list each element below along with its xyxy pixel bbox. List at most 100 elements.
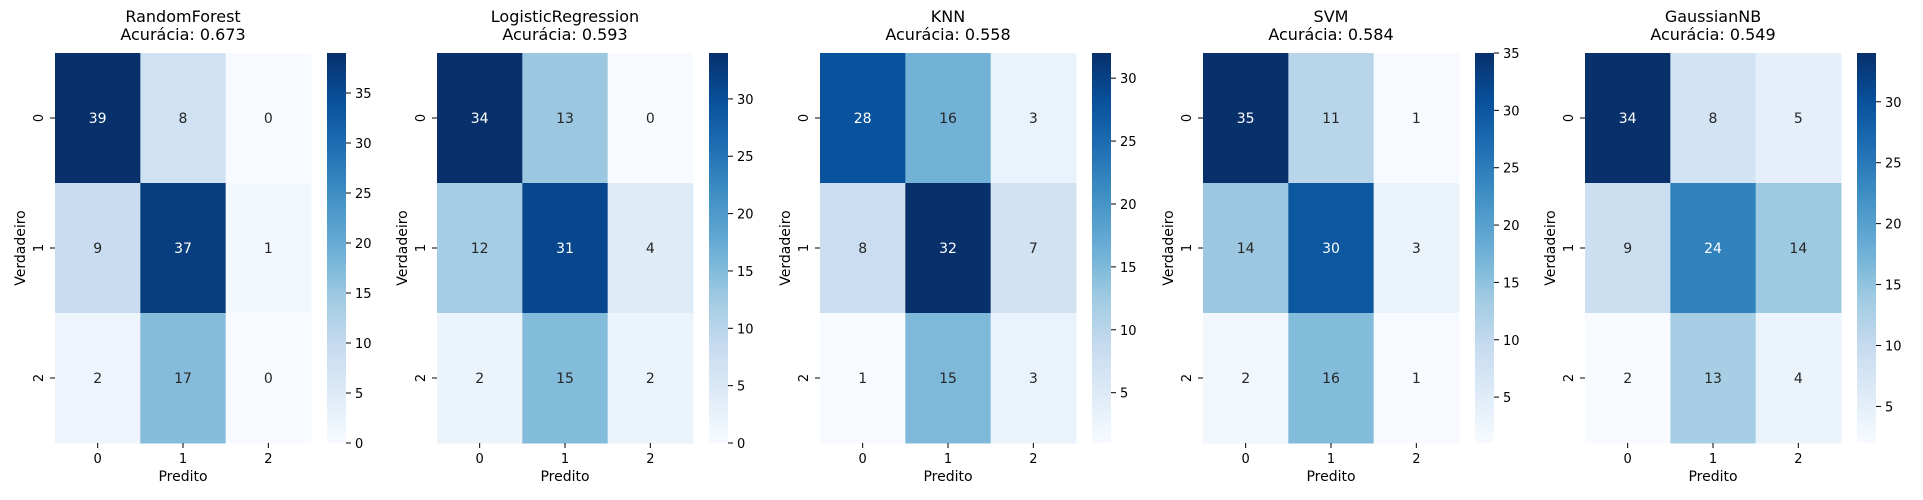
colorbar-tick-label: 35 xyxy=(355,87,372,102)
chart-subtitle: Acurácia: 0.673 xyxy=(120,25,245,44)
colorbar xyxy=(709,53,728,443)
heatmap-cell xyxy=(225,313,312,444)
x-tick-label: 2 xyxy=(264,452,272,467)
cell-value-label: 14 xyxy=(1789,241,1807,257)
x-axis-label: Predito xyxy=(158,469,207,485)
cell-value-label: 3 xyxy=(1029,371,1038,387)
cell-value-label: 37 xyxy=(174,241,192,257)
chart-subtitle: Acurácia: 0.593 xyxy=(502,25,627,44)
heatmap-cell xyxy=(140,313,227,444)
cell-value-label: 34 xyxy=(1619,111,1637,127)
colorbar xyxy=(327,53,346,443)
chart-subtitle: Acurácia: 0.584 xyxy=(1268,25,1393,44)
colorbar-tick-label: 15 xyxy=(1503,276,1520,291)
chart-subtitle: Acurácia: 0.549 xyxy=(1650,25,1775,44)
heatmap-cell xyxy=(607,53,694,184)
cell-value-label: 0 xyxy=(264,371,273,387)
x-axis-label: Predito xyxy=(540,469,589,485)
heatmap-cell xyxy=(140,183,227,314)
colorbar-tick-label: 15 xyxy=(737,265,754,280)
x-axis-label: Predito xyxy=(1306,469,1355,485)
colorbar-tick-label: 30 xyxy=(1503,104,1520,119)
cell-value-label: 7 xyxy=(1029,241,1038,257)
heatmap-cell xyxy=(1288,53,1375,184)
colorbar-tick-label: 30 xyxy=(737,93,754,108)
cell-value-label: 39 xyxy=(89,111,107,127)
heatmap-cell xyxy=(990,313,1077,444)
colorbar-tick-label: 25 xyxy=(1503,162,1520,177)
x-tick-label: 0 xyxy=(859,452,867,467)
y-tick-label: 0 xyxy=(1180,114,1195,122)
x-tick-label: 2 xyxy=(1029,452,1037,467)
heatmap-cell xyxy=(1755,313,1842,444)
colorbar-tick-label: 20 xyxy=(1885,218,1902,233)
y-tick-label: 0 xyxy=(414,114,429,122)
cell-value-label: 0 xyxy=(646,111,655,127)
cell-value-label: 24 xyxy=(1704,241,1722,257)
heatmap-cell xyxy=(905,183,992,314)
colorbar-tick-label: 10 xyxy=(737,322,754,337)
cell-value-label: 16 xyxy=(939,111,957,127)
y-tick-label: 1 xyxy=(1180,244,1195,252)
colorbar-tick-label: 30 xyxy=(1885,96,1902,111)
colorbar-tick-label: 5 xyxy=(1885,400,1893,415)
cell-value-label: 34 xyxy=(471,111,489,127)
x-tick-label: 2 xyxy=(646,452,654,467)
cell-value-label: 1 xyxy=(1412,371,1421,387)
cell-value-label: 15 xyxy=(556,371,574,387)
colorbar-tick-label: 10 xyxy=(1120,324,1137,339)
colorbar-tick-label: 20 xyxy=(1503,219,1520,234)
cell-value-label: 12 xyxy=(471,241,489,257)
y-tick-label: 0 xyxy=(797,114,812,122)
heatmap-cell xyxy=(1373,313,1460,444)
colorbar-tick-label: 25 xyxy=(1885,157,1902,172)
cell-value-label: 4 xyxy=(646,241,655,257)
cell-value-label: 31 xyxy=(556,241,574,257)
heatmap-cell xyxy=(820,53,906,184)
heatmap-cell xyxy=(1203,313,1289,444)
x-tick-label: 1 xyxy=(1327,452,1335,467)
heatmap-cell xyxy=(1670,313,1757,444)
y-tick-label: 2 xyxy=(1562,374,1577,382)
colorbar-tick-label: 25 xyxy=(1120,135,1137,150)
y-axis-label: Verdadeiro xyxy=(395,210,411,285)
heatmap-cell xyxy=(607,313,694,444)
colorbar xyxy=(1092,53,1111,443)
x-tick-label: 0 xyxy=(94,452,102,467)
heatmap-cell xyxy=(55,53,141,184)
colorbar-tick-label: 5 xyxy=(1503,391,1511,406)
heatmap-cell xyxy=(1755,53,1842,184)
colorbar xyxy=(1475,53,1494,443)
heatmap-cell xyxy=(55,313,141,444)
heatmap-cell xyxy=(1585,53,1671,184)
cell-value-label: 8 xyxy=(1709,111,1718,127)
heatmap-cell xyxy=(225,183,312,314)
x-tick-label: 0 xyxy=(1624,452,1632,467)
y-axis-label: Verdadeiro xyxy=(1543,210,1559,285)
y-axis-label: Verdadeiro xyxy=(13,210,29,285)
x-tick-label: 1 xyxy=(561,452,569,467)
colorbar-tick-label: 35 xyxy=(1503,47,1520,62)
cell-value-label: 17 xyxy=(174,371,192,387)
cell-value-label: 2 xyxy=(646,371,655,387)
colorbar-tick-label: 25 xyxy=(355,187,372,202)
x-tick-label: 0 xyxy=(476,452,484,467)
chart-title: SVM xyxy=(1314,7,1349,26)
x-tick-label: 2 xyxy=(1412,452,1420,467)
heatmap-cell xyxy=(1288,183,1375,314)
cell-value-label: 1 xyxy=(264,241,273,257)
cell-value-label: 2 xyxy=(1241,371,1250,387)
heatmap-cell xyxy=(820,183,906,314)
cell-value-label: 9 xyxy=(1623,241,1632,257)
colorbar xyxy=(1857,53,1876,443)
cell-value-label: 5 xyxy=(1794,111,1803,127)
heatmap-cell xyxy=(522,53,609,184)
y-tick-label: 2 xyxy=(797,374,812,382)
cell-value-label: 35 xyxy=(1237,111,1255,127)
colorbar-tick-label: 5 xyxy=(737,380,745,395)
cell-value-label: 2 xyxy=(1623,371,1632,387)
cell-value-label: 0 xyxy=(264,111,273,127)
cell-value-label: 8 xyxy=(179,111,188,127)
